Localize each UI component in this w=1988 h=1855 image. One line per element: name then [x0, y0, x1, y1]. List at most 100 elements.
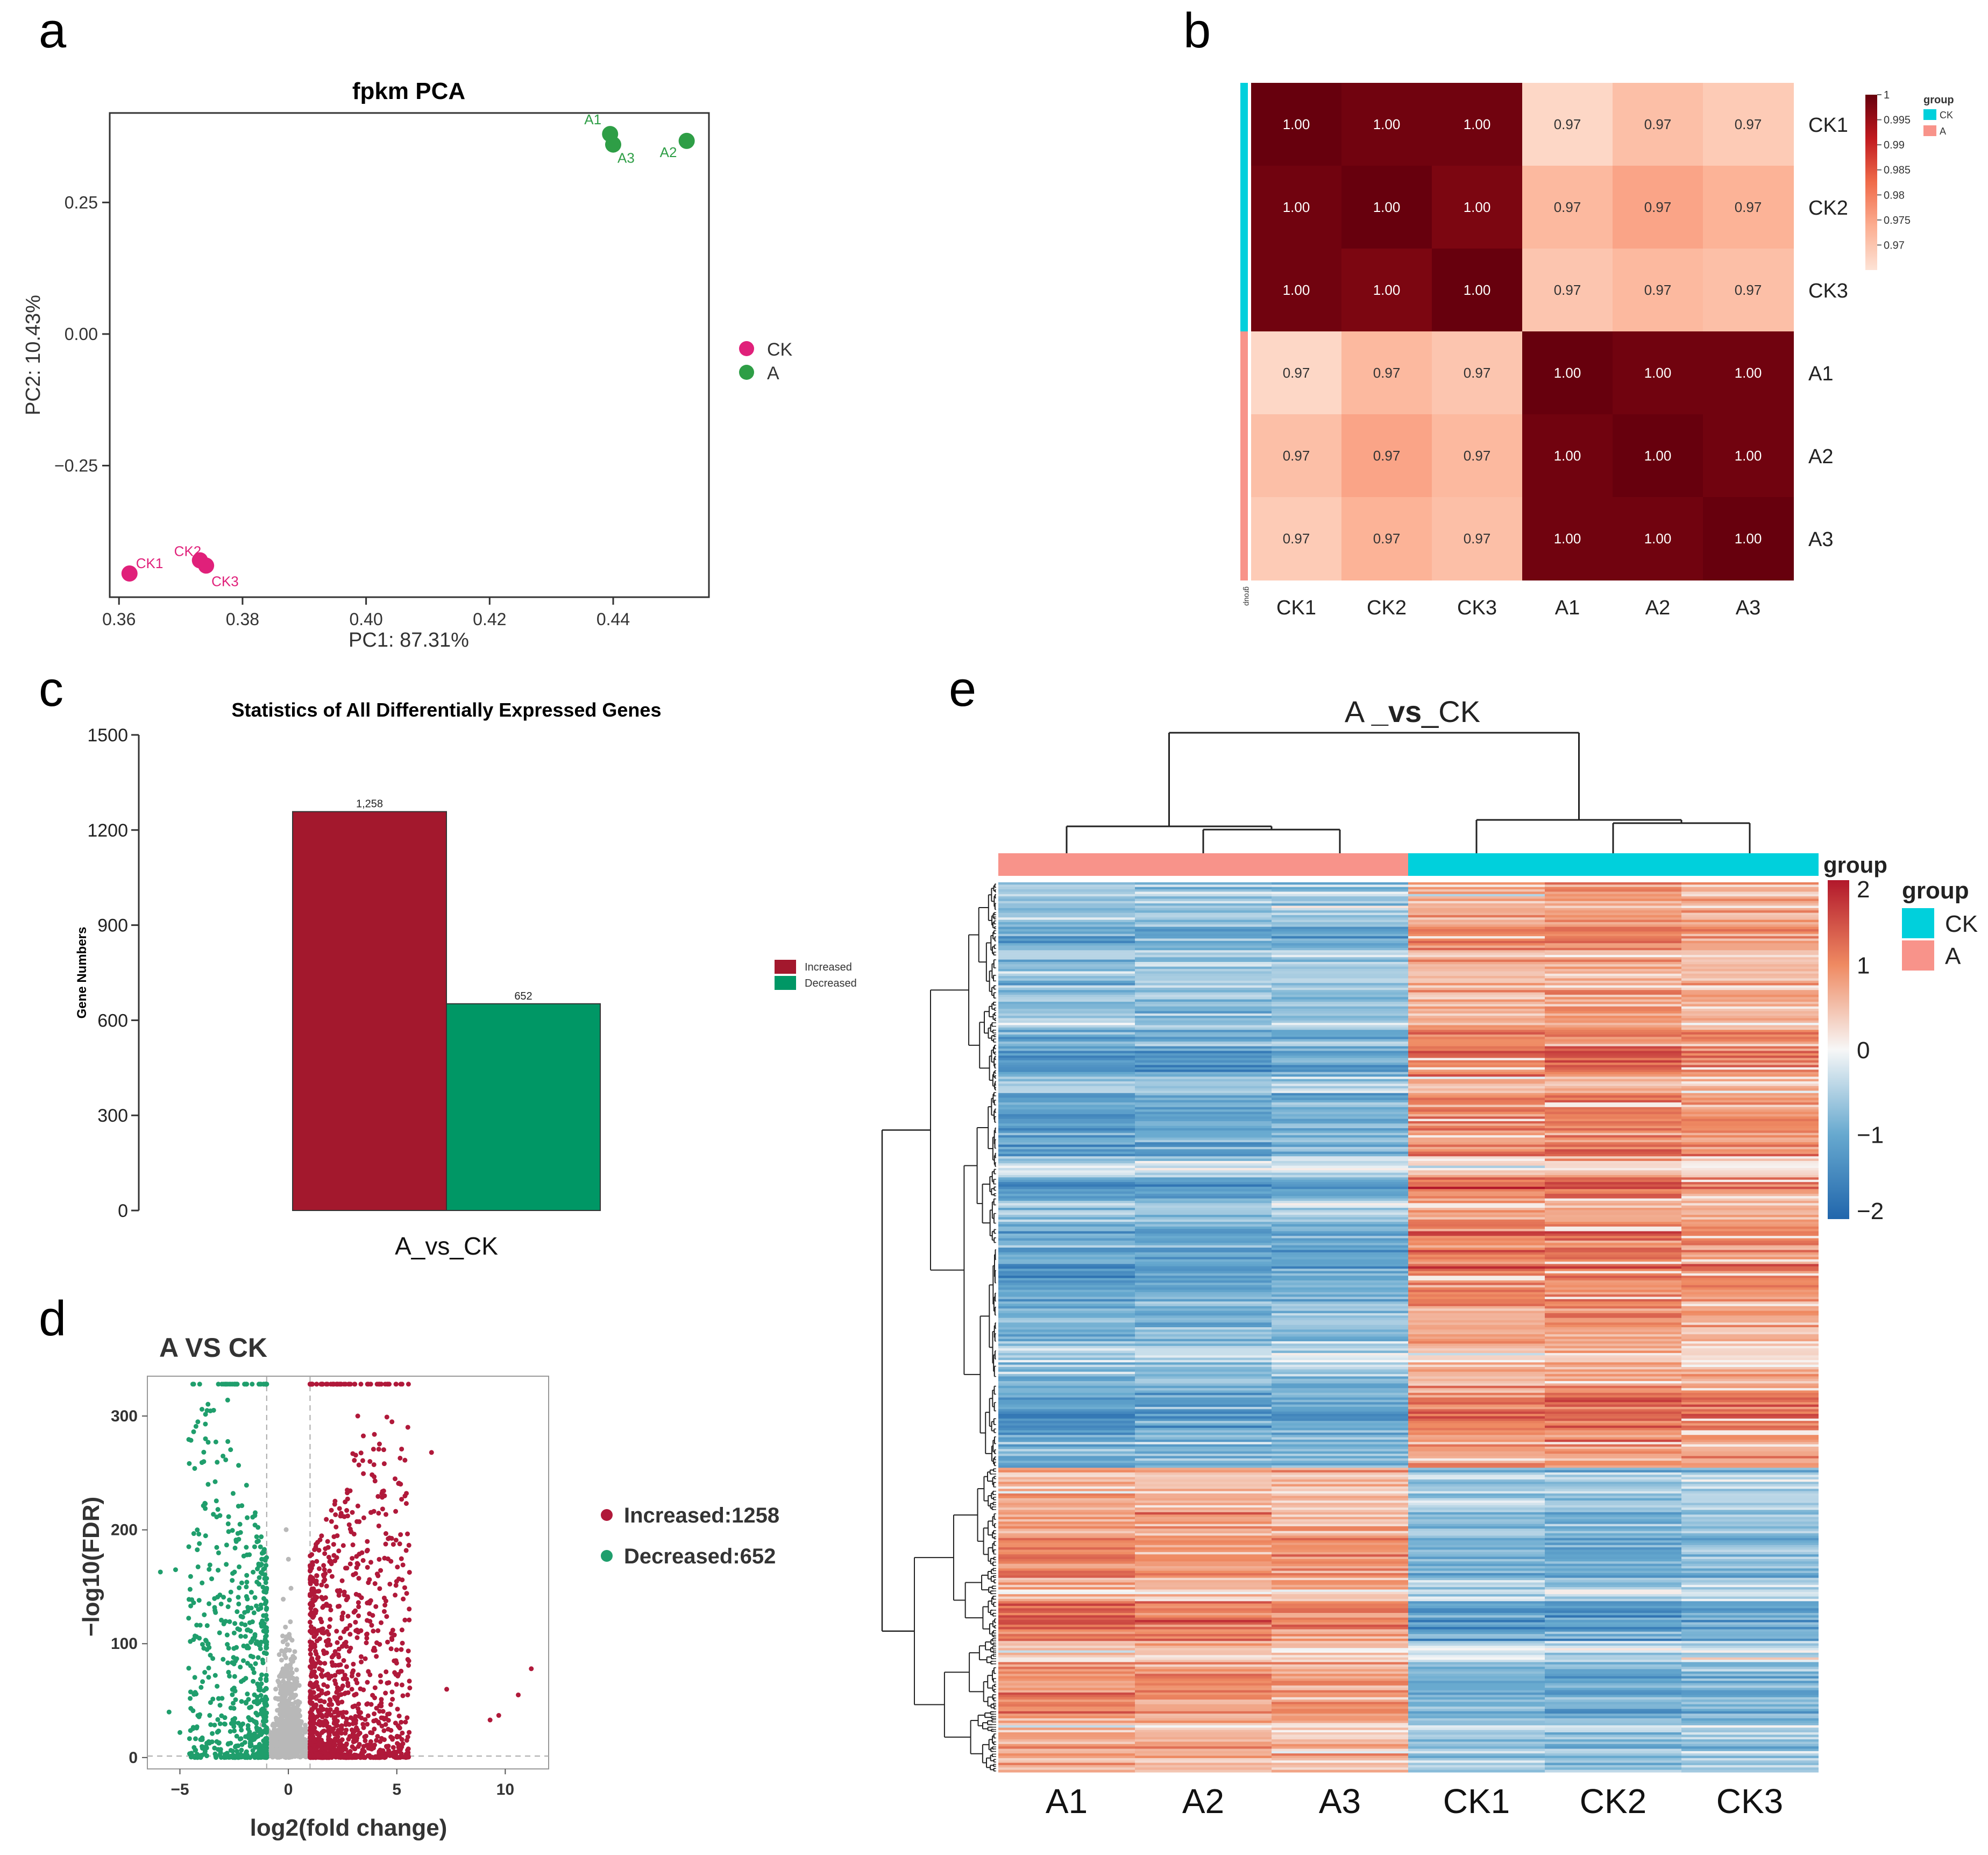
volcano-point-down [197, 1541, 202, 1546]
expression-cell [1408, 961, 1545, 965]
correlation-cell-label: 1.00 [1464, 282, 1491, 298]
expression-cell [1135, 1250, 1272, 1253]
deg-bar-y-label: Gene Numbers [75, 927, 89, 1019]
expression-cell [1135, 957, 1272, 960]
correlation-cell-label: 1.00 [1373, 199, 1401, 215]
expression-cell [998, 1294, 1135, 1298]
volcano-point-down [207, 1713, 212, 1718]
volcano-point-up [336, 1654, 342, 1660]
volcano-point-up [324, 1707, 329, 1712]
expression-cell [1135, 1098, 1272, 1101]
expression-cell [1272, 1013, 1409, 1016]
volcano-point-up [314, 1578, 319, 1584]
expression-cell [1545, 1301, 1682, 1305]
expression-cell [1545, 1053, 1682, 1056]
expression-cell [998, 1107, 1135, 1110]
expression-cell [1545, 1165, 1682, 1169]
volcano-point-down [195, 1527, 200, 1533]
correlation-cell-label: 1.00 [1554, 448, 1581, 464]
volcano-point-up [378, 1739, 383, 1744]
expression-cell [998, 959, 1135, 962]
correlation-cell [1341, 249, 1432, 332]
expression-cell [1681, 1156, 1819, 1159]
expression-cell [1545, 940, 1682, 944]
pca-legend-a-label: A [767, 363, 779, 384]
volcano-point-down [222, 1752, 228, 1757]
expression-cell [1681, 1266, 1819, 1269]
expression-cell [1408, 1285, 1545, 1288]
expression-cell [1545, 915, 1682, 918]
expression-cell [1681, 1177, 1819, 1180]
expression-cell [1135, 1018, 1272, 1021]
expression-cell [1545, 1219, 1682, 1222]
expression-cell [1408, 910, 1545, 914]
expression-cell [1408, 943, 1545, 946]
volcano-point-up [310, 1695, 315, 1700]
expression-cell [1408, 919, 1545, 923]
pca-point-label: A2 [660, 144, 677, 160]
volcano-point-up [310, 1669, 315, 1675]
expression-cell [1135, 1215, 1272, 1218]
expression-cell [1408, 1304, 1545, 1307]
volcano-point-down [264, 1755, 269, 1760]
volcano-point-down [215, 1683, 220, 1689]
expression-cell [1545, 1072, 1682, 1075]
volcano-point-up [358, 1450, 364, 1456]
volcano-point-up [311, 1690, 316, 1695]
expression-cell [1681, 1070, 1819, 1073]
expression-cell [1135, 990, 1272, 993]
expression-cell [1135, 905, 1272, 909]
expression-cell [1408, 1077, 1545, 1080]
expression-cell [1408, 1250, 1545, 1253]
volcano-point-up [401, 1754, 406, 1760]
expression-cell [1408, 1269, 1545, 1272]
volcano-point-up [356, 1706, 361, 1711]
correlation-cell-label: 0.97 [1283, 448, 1310, 464]
expression-cell [1681, 1292, 1819, 1295]
expression-cell [1545, 1334, 1682, 1337]
correlation-cell-label: 0.97 [1644, 199, 1672, 215]
expression-cell [1681, 908, 1819, 911]
expression-cell [1135, 1144, 1272, 1148]
volcano-point-up [342, 1641, 347, 1646]
volcano-point-up [351, 1661, 356, 1667]
volcano-point-down [217, 1513, 223, 1518]
volcano-point-up [379, 1723, 385, 1729]
expression-cell [1681, 1233, 1819, 1236]
correlation-cell-label: 0.97 [1554, 199, 1581, 215]
volcano-point-ns [295, 1753, 301, 1759]
correlation-legend-title: group [1923, 94, 1954, 106]
volcano-point-up [317, 1698, 323, 1704]
deg-bar-y-tick-label: 1200 [87, 820, 128, 841]
expression-cell [1408, 1079, 1545, 1082]
volcano-point-up [354, 1565, 359, 1570]
volcano-point-up [319, 1619, 324, 1625]
expression-cell [1135, 985, 1272, 988]
volcano-point-up [389, 1637, 395, 1642]
volcano-point-ns [281, 1679, 286, 1684]
expression-cell [998, 891, 1135, 895]
deg-bar-category-label: A_vs_CK [395, 1232, 498, 1260]
volcano-point-ns [296, 1725, 302, 1731]
expression-cell [1135, 943, 1272, 946]
expression-cell [1545, 1160, 1682, 1164]
expression-cell [1135, 1084, 1272, 1087]
volcano-point-down [248, 1590, 254, 1595]
volcano-point-up [335, 1604, 340, 1609]
expression-cell [1272, 964, 1409, 967]
expression-cell [1545, 1184, 1682, 1187]
expression-cell [1272, 952, 1409, 955]
expression-cell [1272, 1109, 1409, 1113]
volcano-point-up [379, 1703, 384, 1709]
expression-cell [1408, 1146, 1545, 1150]
correlation-colorbar-tick-label: 1 [1884, 89, 1890, 101]
volcano-point-down [225, 1397, 230, 1403]
correlation-colorbar-tick-label: 0.97 [1884, 239, 1905, 251]
expression-cell [1545, 1156, 1682, 1159]
expression-cell [1681, 1091, 1819, 1094]
pca-x-tick-label: 0.40 [349, 610, 382, 629]
expression-cell [998, 971, 1135, 974]
volcano-point-down [192, 1633, 197, 1639]
expression-cell [1272, 1243, 1409, 1246]
expression-cell [1681, 1248, 1819, 1250]
